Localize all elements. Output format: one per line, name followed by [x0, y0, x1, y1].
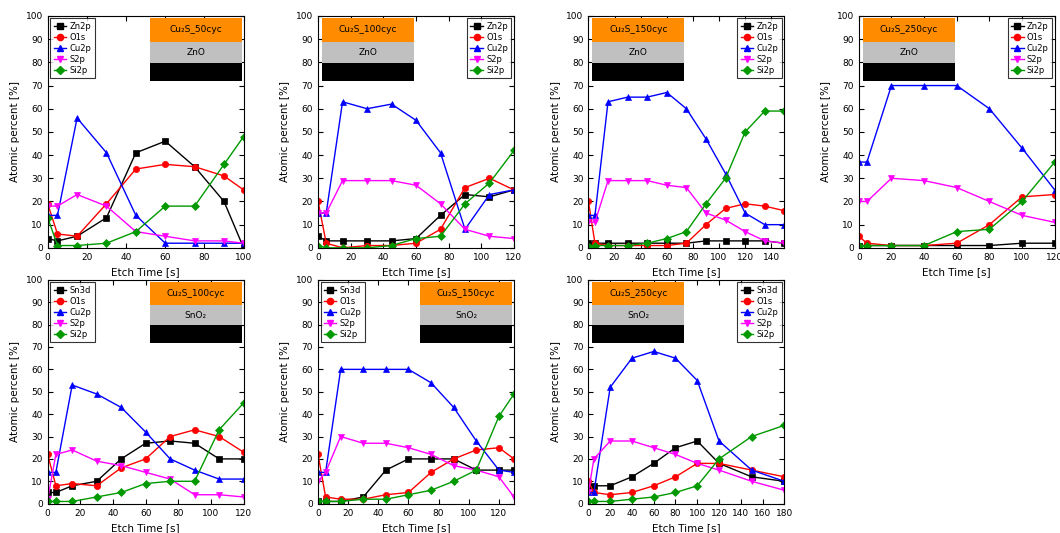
Y-axis label: Atomic percent [%]: Atomic percent [%]	[281, 82, 290, 182]
X-axis label: Etch Time [s]: Etch Time [s]	[111, 267, 180, 277]
X-axis label: Etch Time [s]: Etch Time [s]	[382, 523, 450, 533]
Legend: Zn2p, O1s, Cu2p, S2p, Si2p: Zn2p, O1s, Cu2p, S2p, Si2p	[467, 19, 512, 78]
Legend: Zn2p, O1s, Cu2p, S2p, Si2p: Zn2p, O1s, Cu2p, S2p, Si2p	[738, 19, 782, 78]
X-axis label: Etch Time [s]: Etch Time [s]	[652, 267, 721, 277]
X-axis label: Etch Time [s]: Etch Time [s]	[922, 267, 991, 277]
X-axis label: Etch Time [s]: Etch Time [s]	[652, 523, 721, 533]
Legend: Sn3d, O1s, Cu2p, S2p, Si2p: Sn3d, O1s, Cu2p, S2p, Si2p	[320, 282, 365, 342]
Legend: Sn3d, O1s, Cu2p, S2p, Si2p: Sn3d, O1s, Cu2p, S2p, Si2p	[50, 282, 94, 342]
Legend: Sn3d, O1s, Cu2p, S2p, Si2p: Sn3d, O1s, Cu2p, S2p, Si2p	[738, 282, 782, 342]
Y-axis label: Atomic percent [%]: Atomic percent [%]	[822, 82, 831, 182]
X-axis label: Etch Time [s]: Etch Time [s]	[382, 267, 450, 277]
Legend: Zn2p, O1s, Cu2p, S2p, Si2p: Zn2p, O1s, Cu2p, S2p, Si2p	[1008, 19, 1053, 78]
Y-axis label: Atomic percent [%]: Atomic percent [%]	[281, 341, 290, 442]
X-axis label: Etch Time [s]: Etch Time [s]	[111, 523, 180, 533]
Y-axis label: Atomic percent [%]: Atomic percent [%]	[551, 341, 561, 442]
Y-axis label: Atomic percent [%]: Atomic percent [%]	[10, 341, 20, 442]
Legend: Zn2p, O1s, Cu2p, S2p, Si2p: Zn2p, O1s, Cu2p, S2p, Si2p	[50, 19, 94, 78]
Y-axis label: Atomic percent [%]: Atomic percent [%]	[551, 82, 561, 182]
Y-axis label: Atomic percent [%]: Atomic percent [%]	[10, 82, 20, 182]
